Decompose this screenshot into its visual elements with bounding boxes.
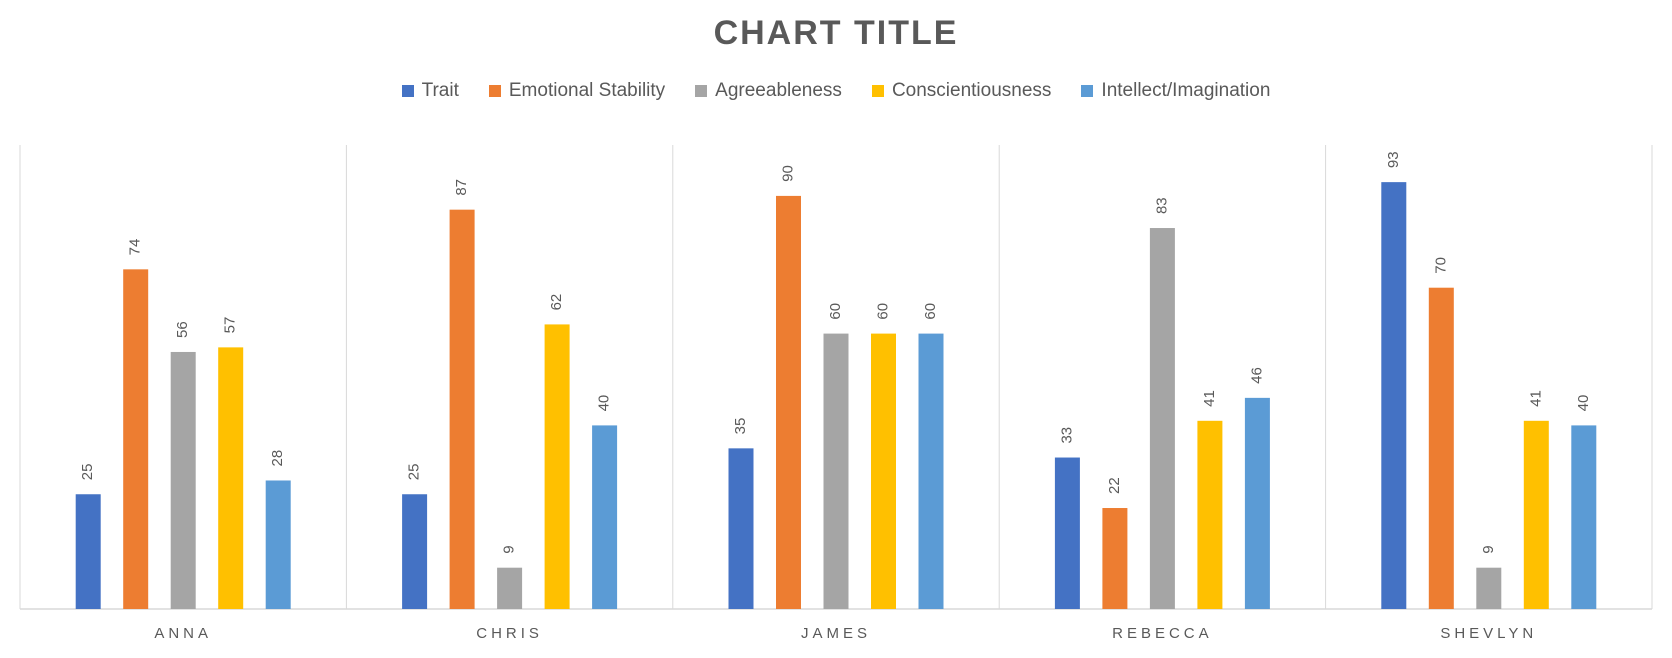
legend-label: Intellect/Imagination: [1101, 80, 1271, 101]
bar: [497, 567, 523, 609]
legend-swatch: [488, 85, 501, 97]
data-label: 62: [548, 294, 565, 311]
data-label: 28: [269, 450, 286, 467]
legend-item: Conscientiousness: [871, 80, 1052, 102]
data-label: 57: [222, 317, 239, 334]
legend-swatch: [401, 85, 414, 97]
category-label: CHRIS: [476, 625, 543, 642]
bar: [823, 333, 849, 609]
chart-title: CHART TITLE: [713, 14, 959, 52]
bar: [1197, 420, 1223, 609]
legend-item: Trait: [401, 80, 459, 102]
legend-item: Agreeableness: [695, 80, 842, 102]
data-label: 25: [406, 464, 423, 481]
bar: [75, 494, 101, 609]
bar: [1428, 287, 1454, 609]
bar: [1476, 567, 1502, 609]
data-label: 60: [827, 303, 844, 320]
data-label: 70: [1432, 257, 1449, 274]
category-label: SHEVLYN: [1440, 625, 1537, 642]
data-label: 90: [779, 165, 796, 182]
bar: [1149, 228, 1175, 609]
bar: [918, 333, 944, 609]
data-label: 41: [1201, 390, 1218, 407]
legend-swatch: [1081, 85, 1094, 97]
legend-swatch: [695, 85, 708, 97]
bar: [544, 324, 570, 609]
data-label: 60: [874, 303, 891, 320]
data-label: 40: [596, 395, 613, 412]
bar: [1381, 182, 1407, 609]
category-label: REBECCA: [1112, 625, 1213, 642]
bar: [776, 195, 801, 609]
legend-label: Emotional Stability: [508, 80, 666, 101]
bar: [449, 209, 475, 610]
data-label: 60: [922, 303, 939, 320]
bar: [1571, 425, 1597, 609]
bar: [1523, 420, 1549, 609]
data-label: 83: [1153, 197, 1170, 214]
data-label: 35: [732, 418, 749, 435]
data-label: 25: [79, 464, 96, 481]
bar: [1054, 457, 1080, 609]
bar: [265, 480, 291, 609]
data-label: 40: [1575, 395, 1592, 412]
data-label: 41: [1527, 390, 1544, 407]
legend-item: Emotional Stability: [488, 80, 666, 102]
bar: [123, 269, 149, 609]
bar: [402, 494, 428, 609]
bar: [871, 333, 896, 609]
bar: [1244, 397, 1270, 609]
legend-item: Intellect/Imagination: [1081, 80, 1270, 102]
bar: [218, 347, 244, 609]
data-label: 93: [1385, 151, 1402, 168]
data-label: 56: [174, 321, 191, 338]
legend: Trait Emotional Stability Agreeableness Con…: [0, 80, 1672, 102]
data-label: 22: [1106, 477, 1123, 494]
data-label: 9: [1480, 545, 1497, 553]
bar: [728, 448, 754, 609]
data-label: 33: [1058, 427, 1075, 444]
legend-label: Conscientiousness: [891, 80, 1052, 101]
data-label: 46: [1248, 367, 1265, 384]
data-label: 87: [453, 179, 470, 196]
legend-label: Trait: [421, 80, 459, 101]
category-label: ANNA: [154, 625, 212, 642]
bar: [1102, 508, 1128, 609]
category-label: JAMES: [801, 625, 871, 642]
data-label: 9: [501, 545, 518, 553]
legend-label: Agreeableness: [715, 80, 842, 101]
legend-swatch: [871, 85, 884, 97]
data-label: 74: [127, 239, 144, 256]
bar: [592, 425, 618, 609]
bar: [170, 351, 196, 609]
